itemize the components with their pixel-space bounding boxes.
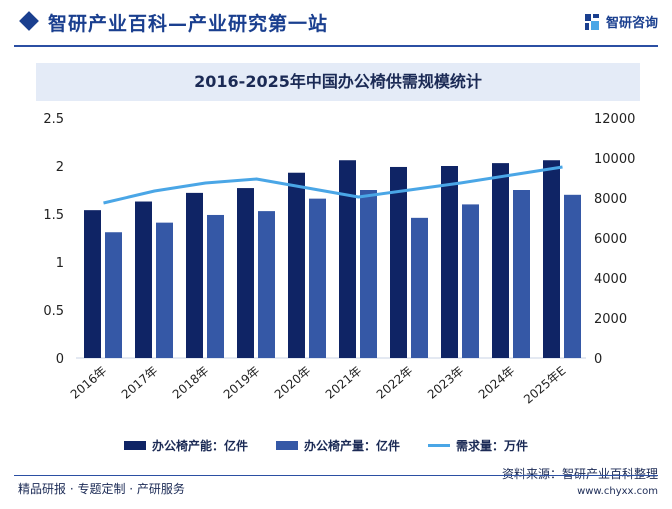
legend-label-demand: 需求量：万件: [456, 439, 529, 453]
y-right-tick-label: 10000: [594, 152, 635, 167]
chart-title-box: 2016-2025年中国办公椅供需规模统计: [36, 63, 640, 101]
bar-capacity: [441, 166, 458, 358]
bar-output: [156, 222, 173, 358]
bar-capacity: [135, 201, 152, 358]
x-tick-label: 2017年: [119, 364, 161, 402]
bar-capacity: [390, 166, 407, 358]
bar-output: [309, 198, 326, 358]
legend-item-output: 办公椅产量：亿件: [276, 437, 400, 454]
y-right-tick-label: 8000: [594, 192, 627, 207]
bar-capacity: [339, 160, 356, 358]
chart-title: 2016-2025年中国办公椅供需规模统计: [194, 72, 482, 91]
y-right-tick-label: 2000: [594, 312, 627, 327]
bar-output: [462, 204, 479, 358]
y-left-tick-label: 1.5: [43, 208, 64, 223]
y-right-tick-label: 12000: [594, 112, 635, 127]
bar-output: [207, 214, 224, 358]
legend-label-capacity: 办公椅产能：亿件: [152, 439, 249, 453]
brand: 智研咨询: [584, 12, 658, 31]
legend-item-capacity: 办公椅产能：亿件: [124, 437, 248, 454]
y-left-tick-label: 2: [56, 160, 64, 175]
page-title: 智研产业百科—产业研究第一站: [48, 13, 329, 35]
bar-capacity: [288, 172, 305, 358]
bar-capacity: [84, 210, 101, 358]
x-tick-label: 2022年: [374, 364, 416, 402]
bar-capacity: [492, 163, 509, 358]
chart-legend: 办公椅产能：亿件 办公椅产量：亿件 需求量：万件: [124, 437, 528, 454]
x-tick-label: 2019年: [221, 364, 263, 402]
y-right-tick-label: 4000: [594, 272, 627, 287]
x-tick-label: 2018年: [170, 364, 212, 402]
y-right-tick-label: 0: [594, 352, 602, 367]
y-left-tick-label: 2.5: [43, 112, 64, 127]
bar-capacity: [237, 188, 254, 358]
bar-output: [360, 190, 377, 358]
x-tick-label: 2023年: [425, 364, 467, 402]
footer-url: www.chyxx.com: [577, 486, 658, 497]
legend-label-output: 办公椅产量：亿件: [304, 439, 401, 453]
legend-item-demand: 需求量：万件: [428, 437, 528, 454]
bar-output: [258, 211, 275, 358]
brand-name: 智研咨询: [605, 16, 658, 31]
header-divider: [14, 45, 658, 47]
x-tick-label: 2024年: [476, 364, 518, 402]
bar-output: [513, 190, 530, 358]
bar-output: [564, 194, 581, 358]
x-tick-label: 2025年E: [521, 364, 568, 407]
y-left-tick-label: 0: [56, 352, 64, 367]
x-tick-label: 2020年: [272, 364, 314, 402]
y-left-tick-label: 1: [56, 256, 64, 271]
source-note: 资料来源：智研产业百科整理: [501, 467, 658, 481]
footer-divider: [14, 475, 658, 476]
line-demand: [103, 165, 563, 205]
legend-swatch-demand: [428, 444, 451, 447]
bar-output: [105, 232, 122, 358]
logo-icon: [584, 13, 599, 30]
x-tick-label: 2016年: [68, 364, 110, 402]
page-header: 智研产业百科—产业研究第一站 智研咨询: [0, 0, 672, 44]
legend-swatch-capacity: [124, 441, 146, 450]
bar-capacity: [543, 160, 560, 358]
x-tick-label: 2021年: [323, 364, 365, 402]
footer-slogan: 精品研报 · 专题定制 · 产研服务: [18, 482, 185, 496]
y-left-tick-label: 0.5: [43, 304, 64, 319]
bar-capacity: [186, 192, 203, 358]
y-right-tick-label: 6000: [594, 232, 627, 247]
bar-output: [411, 217, 428, 358]
legend-swatch-output: [276, 441, 299, 450]
